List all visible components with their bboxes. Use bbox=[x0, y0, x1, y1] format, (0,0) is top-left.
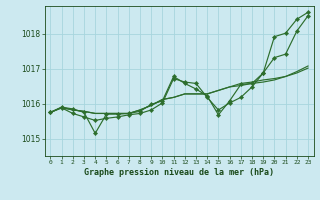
X-axis label: Graphe pression niveau de la mer (hPa): Graphe pression niveau de la mer (hPa) bbox=[84, 168, 274, 177]
